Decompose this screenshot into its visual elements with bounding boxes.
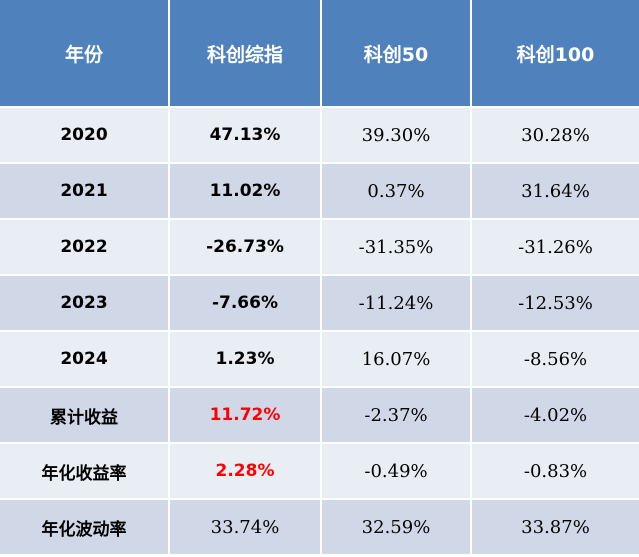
cell-volatility-composite: 33.74% bbox=[170, 500, 322, 556]
row-label-2021: 2021 bbox=[0, 164, 170, 220]
cell-cumulative-composite: 11.72% bbox=[170, 388, 322, 444]
row-label-2024: 2024 bbox=[0, 332, 170, 388]
cell-volatility-star100: 33.87% bbox=[472, 500, 639, 556]
header-year: 年份 bbox=[0, 0, 170, 108]
cell-annualized-return-star50: -0.49% bbox=[322, 444, 472, 500]
cell-2022-star100: -31.26% bbox=[472, 220, 639, 276]
header-star50: 科创50 bbox=[322, 0, 472, 108]
cell-2023-star50: -11.24% bbox=[322, 276, 472, 332]
cell-2024-composite: 1.23% bbox=[170, 332, 322, 388]
row-label-2022: 2022 bbox=[0, 220, 170, 276]
cell-2024-star100: -8.56% bbox=[472, 332, 639, 388]
row-label-annualized-volatility: 年化波动率 bbox=[0, 500, 170, 556]
cell-2023-composite: -7.66% bbox=[170, 276, 322, 332]
cell-2022-star50: -31.35% bbox=[322, 220, 472, 276]
cell-2021-star100: 31.64% bbox=[472, 164, 639, 220]
cell-2021-composite: 11.02% bbox=[170, 164, 322, 220]
row-label-2020: 2020 bbox=[0, 108, 170, 164]
cell-annualized-return-composite: 2.28% bbox=[170, 444, 322, 500]
cell-2023-star100: -12.53% bbox=[472, 276, 639, 332]
row-label-cumulative-return: 累计收益 bbox=[0, 388, 170, 444]
cell-2020-star100: 30.28% bbox=[472, 108, 639, 164]
header-star100: 科创100 bbox=[472, 0, 639, 108]
row-label-annualized-return: 年化收益率 bbox=[0, 444, 170, 500]
row-label-2023: 2023 bbox=[0, 276, 170, 332]
cell-2020-composite: 47.13% bbox=[170, 108, 322, 164]
cell-volatility-star50: 32.59% bbox=[322, 500, 472, 556]
cell-2022-composite: -26.73% bbox=[170, 220, 322, 276]
cell-2024-star50: 16.07% bbox=[322, 332, 472, 388]
cell-2021-star50: 0.37% bbox=[322, 164, 472, 220]
cell-cumulative-star50: -2.37% bbox=[322, 388, 472, 444]
header-sci-tech-composite: 科创综指 bbox=[170, 0, 322, 108]
cell-2020-star50: 39.30% bbox=[322, 108, 472, 164]
cell-cumulative-star100: -4.02% bbox=[472, 388, 639, 444]
cell-annualized-return-star100: -0.83% bbox=[472, 444, 639, 500]
